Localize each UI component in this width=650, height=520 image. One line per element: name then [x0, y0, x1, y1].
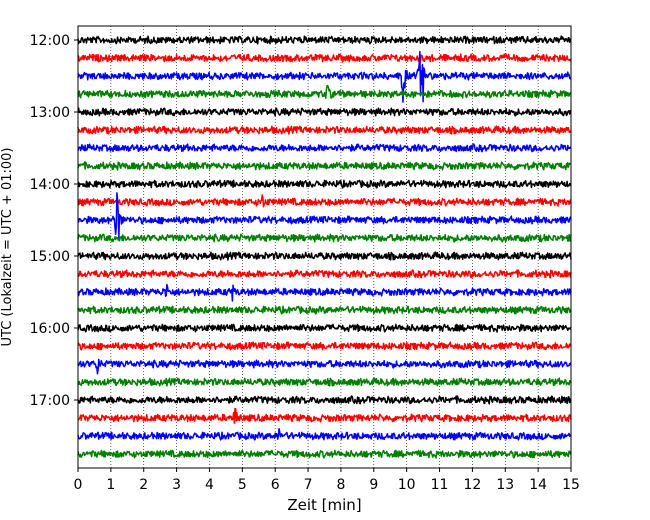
x-axis-label: Zeit [min] — [287, 496, 361, 514]
x-tick-label-0: 0 — [74, 477, 83, 493]
x-tick-label-13: 13 — [496, 477, 514, 493]
trace-6 — [77, 143, 572, 153]
y-axis-label: UTC (Lokalzeit = UTC + 01:00) — [0, 148, 15, 347]
trace-13 — [77, 269, 572, 279]
trace-19 — [77, 377, 572, 387]
trace-23 — [77, 449, 572, 459]
trace-5 — [77, 125, 572, 135]
x-tick-label-1: 1 — [106, 477, 115, 493]
y-tick-label-1: 13:00 — [30, 105, 70, 121]
x-tick-label-15: 15 — [562, 477, 580, 493]
trace-22 — [77, 427, 572, 441]
trace-20 — [77, 395, 572, 405]
y-tick-label-0: 12:00 — [30, 33, 70, 49]
x-tick-label-8: 8 — [336, 477, 345, 493]
trace-7 — [77, 161, 572, 171]
trace-21 — [77, 407, 572, 424]
x-axis-ticks: 0 1 2 3 4 5 6 7 8 9 10 11 12 13 14 15 — [74, 468, 580, 493]
x-tick-label-5: 5 — [238, 477, 247, 493]
trace-10 — [77, 192, 572, 239]
trace-4 — [77, 107, 572, 117]
x-tick-label-14: 14 — [529, 477, 547, 493]
y-tick-label-5: 17:00 — [30, 393, 70, 409]
trace-17 — [77, 341, 572, 351]
trace-16 — [77, 323, 572, 333]
trace-12 — [77, 251, 572, 261]
trace-0 — [77, 35, 572, 45]
plot-frame — [77, 25, 572, 469]
x-tick-label-11: 11 — [431, 477, 449, 493]
y-tick-label-3: 15:00 — [30, 249, 70, 265]
x-tick-label-2: 2 — [139, 477, 148, 493]
x-tick-label-7: 7 — [304, 477, 313, 493]
x-tick-label-4: 4 — [205, 477, 214, 493]
trace-8 — [77, 179, 572, 189]
trace-3 — [77, 84, 572, 99]
y-tick-label-2: 14:00 — [30, 177, 70, 193]
y-axis-ticks: 12:00 13:00 14:00 15:00 16:00 17:00 — [30, 33, 78, 409]
y-tick-label-4: 16:00 — [30, 321, 70, 337]
x-tick-label-10: 10 — [398, 477, 416, 493]
x-tick-label-3: 3 — [172, 477, 181, 493]
x-tick-label-6: 6 — [271, 477, 280, 493]
trace-2 — [77, 50, 572, 103]
x-tick-label-9: 9 — [369, 477, 378, 493]
plot-area — [78, 26, 571, 468]
trace-14 — [77, 283, 572, 302]
trace-18 — [77, 358, 572, 375]
trace-1 — [77, 53, 572, 63]
seismic-traces — [77, 35, 572, 459]
trace-9 — [77, 194, 572, 208]
trace-11 — [77, 233, 572, 243]
x-tick-label-12: 12 — [463, 477, 481, 493]
trace-15 — [77, 305, 572, 315]
